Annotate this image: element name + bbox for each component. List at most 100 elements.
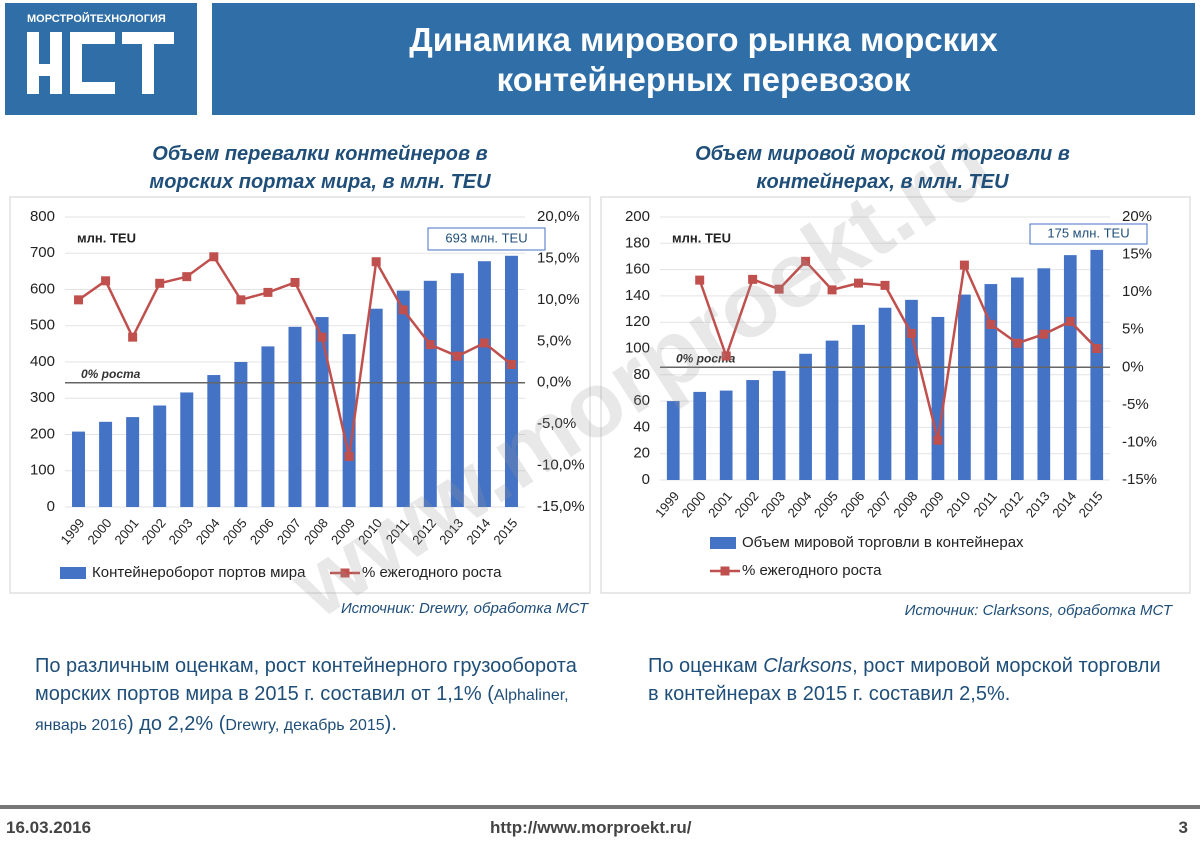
bar — [342, 334, 356, 507]
legend-swatch — [340, 568, 350, 578]
bar — [315, 317, 329, 507]
legend-swatch — [720, 566, 730, 576]
marker — [479, 338, 489, 348]
title-line: контейнерных перевозок — [496, 61, 911, 98]
y-tick-label: 800 — [30, 208, 55, 225]
legend-label: % ежегодного роста — [362, 564, 502, 581]
annotation: 0% роста — [81, 367, 141, 381]
bar — [958, 294, 971, 480]
marker — [880, 280, 890, 290]
bar — [984, 284, 998, 480]
bar — [719, 390, 733, 480]
marker — [398, 305, 408, 315]
legend-swatch — [710, 537, 736, 549]
y-tick-label: 20 — [633, 445, 650, 462]
bar — [477, 261, 491, 507]
bar — [772, 370, 786, 480]
marker — [101, 276, 111, 286]
bar — [288, 326, 302, 507]
y2-tick-label: 0% — [1122, 358, 1144, 375]
y-tick-label: 0 — [47, 498, 55, 515]
y-tick-label: 120 — [625, 313, 650, 330]
text-run: Drewry, декабрь 2015 — [225, 717, 385, 734]
marker — [263, 287, 273, 297]
marker — [854, 278, 864, 288]
y2-tick-label: -15,0% — [537, 498, 585, 515]
marker — [748, 274, 758, 284]
footer-date: 16.03.2016 — [6, 818, 92, 837]
y-tick-label: 100 — [30, 462, 55, 479]
title-line: Динамика мирового рынка морских — [409, 21, 998, 58]
paragraph: По различным оценкам, рост контейнерного… — [35, 652, 620, 740]
marker — [1065, 316, 1075, 326]
title-line: морских портах мира, в млн. TEU — [149, 171, 491, 193]
marker — [128, 332, 138, 342]
bar — [799, 353, 812, 480]
marker — [1092, 344, 1102, 353]
y-tick-label: 500 — [30, 317, 55, 334]
footer-page: 3 — [1178, 818, 1188, 837]
marker — [986, 319, 996, 329]
marker — [506, 359, 516, 369]
bar — [1037, 268, 1051, 480]
y-tick-label: 300 — [30, 389, 55, 406]
source: Источник: Clarksons, обработка МСТ — [904, 602, 1172, 619]
y-tick-label: 180 — [625, 234, 650, 251]
bar — [931, 316, 945, 480]
y-tick-label: 600 — [30, 280, 55, 297]
bar — [99, 421, 113, 507]
y2-tick-label: 5% — [1122, 321, 1144, 338]
legend-label: % ежегодного роста — [742, 562, 882, 579]
bar — [746, 380, 759, 480]
bar — [450, 273, 464, 507]
line — [698, 259, 1098, 441]
y-tick-label: 40 — [633, 418, 650, 435]
logo-mark — [27, 32, 174, 94]
marker — [827, 285, 837, 295]
y-tick-label: 200 — [30, 425, 55, 442]
annotation: 0% роста — [676, 351, 736, 365]
marker — [1012, 338, 1022, 348]
legend-label: Контейнероборот портов мира — [92, 564, 306, 581]
title-box — [212, 3, 1195, 115]
callout: 693 млн. TEU — [445, 230, 527, 245]
y-tick-label: 160 — [625, 261, 650, 278]
bar — [825, 340, 839, 480]
y-tick-label: 60 — [633, 392, 650, 409]
marker — [290, 277, 300, 287]
marker — [695, 275, 705, 285]
bar — [423, 280, 437, 507]
legend-label: Объем мировой торговли в контейнерах — [742, 534, 1024, 551]
text-run: ) до 2,2% ( — [127, 713, 226, 735]
text-run: По оценкам — [648, 655, 764, 677]
unit-label: млн. TEU — [77, 230, 136, 245]
text-run: , рост мировой морской торговли в контей… — [648, 655, 1161, 705]
callout-box — [1029, 223, 1148, 245]
bar — [878, 307, 892, 480]
bar — [369, 308, 383, 507]
y-tick-label: 140 — [625, 287, 650, 304]
y-tick-label: 0 — [642, 471, 650, 488]
text-run: Alphaliner, январь 2016 — [35, 687, 569, 734]
footer-url: http://www.morproekt.ru/ — [490, 818, 692, 837]
marker — [959, 260, 969, 270]
y2-tick-label: 10% — [1122, 283, 1152, 300]
y-tick-label: 100 — [625, 339, 650, 356]
bar — [852, 324, 865, 480]
y2-tick-label: 15,0% — [537, 249, 580, 266]
bar — [396, 290, 410, 507]
callout: 175 млн. TEU — [1047, 225, 1129, 240]
paragraph: По оценкам Clarksons, рост мировой морск… — [648, 652, 1168, 708]
bar — [261, 346, 275, 507]
bar — [666, 401, 680, 480]
bar — [1090, 249, 1104, 480]
y2-tick-label: -5,0% — [537, 415, 576, 432]
bar — [153, 405, 167, 507]
source: Источник: Drewry, обработка МСТ — [340, 600, 588, 617]
marker — [721, 351, 731, 361]
chart-title: Объем перевалки контейнеров в морских по… — [60, 140, 580, 196]
bar — [693, 391, 707, 480]
title-line: контейнерах, в млн. TEU — [756, 171, 1009, 193]
marker — [906, 328, 916, 338]
